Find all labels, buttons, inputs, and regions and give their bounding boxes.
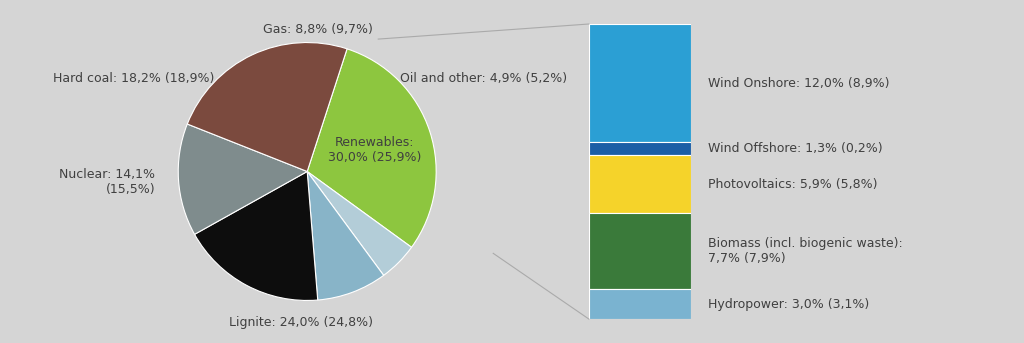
Text: Hard coal: 18,2% (18,9%): Hard coal: 18,2% (18,9%) xyxy=(53,72,214,85)
Text: Gas: 8,8% (9,7%): Gas: 8,8% (9,7%) xyxy=(262,23,373,36)
Text: Nuclear: 14,1%
(15,5%): Nuclear: 14,1% (15,5%) xyxy=(59,168,155,196)
Text: Lignite: 24,0% (24,8%): Lignite: 24,0% (24,8%) xyxy=(228,316,373,329)
Wedge shape xyxy=(307,172,412,275)
Text: Wind Onshore: 12,0% (8,9%): Wind Onshore: 12,0% (8,9%) xyxy=(708,77,889,90)
Text: Renewables:
30,0% (25,9%): Renewables: 30,0% (25,9%) xyxy=(328,135,421,164)
Bar xyxy=(589,213,691,289)
Text: Hydropower: 3,0% (3,1%): Hydropower: 3,0% (3,1%) xyxy=(708,298,868,311)
Wedge shape xyxy=(178,124,307,234)
Wedge shape xyxy=(187,43,347,172)
Text: Photovoltaics: 5,9% (5,8%): Photovoltaics: 5,9% (5,8%) xyxy=(708,178,878,191)
Bar xyxy=(589,142,691,155)
Bar xyxy=(589,289,691,319)
Wedge shape xyxy=(307,49,436,247)
Wedge shape xyxy=(307,172,384,300)
Text: Biomass (incl. biogenic waste):
7,7% (7,9%): Biomass (incl. biogenic waste): 7,7% (7,… xyxy=(708,237,902,265)
Text: Oil and other: 4,9% (5,2%): Oil and other: 4,9% (5,2%) xyxy=(400,72,567,85)
Text: Wind Offshore: 1,3% (0,2%): Wind Offshore: 1,3% (0,2%) xyxy=(708,142,883,155)
Bar xyxy=(589,24,691,142)
Bar xyxy=(589,155,691,213)
Wedge shape xyxy=(195,172,317,300)
